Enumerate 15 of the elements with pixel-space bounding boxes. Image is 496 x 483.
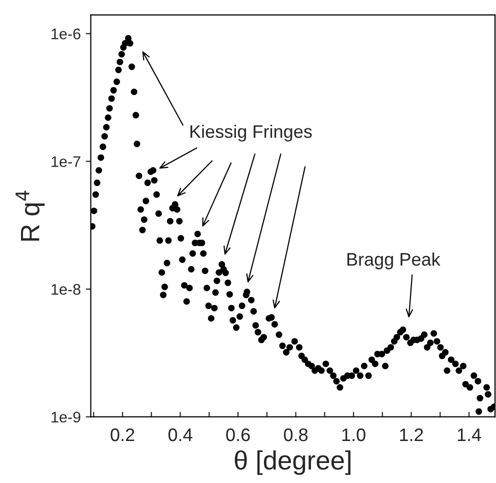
x-tick-label: 0.4 [168, 428, 192, 442]
annotation: Kiessig Fringes [190, 124, 312, 142]
y-axis-title: R q$^{4}$ [16, 190, 45, 241]
x-tick-label: 1.0 [342, 428, 366, 442]
x-tick-label: 1.2 [400, 428, 423, 442]
x-axis-title: θ [degree] [234, 450, 350, 475]
y-tick-label: 1e-7 [52, 156, 80, 168]
x-tick-label: 0.2 [110, 428, 134, 442]
annotation: Bragg Peak [347, 252, 440, 270]
y-tick-label: 1e-6 [52, 28, 80, 40]
y-tick-label: 1e-9 [52, 412, 80, 423]
x-tick-label: 0.6 [226, 428, 250, 442]
x-tick-label: 0.8 [284, 428, 308, 442]
x-tick-label: 1.4 [458, 428, 482, 442]
y-tick-label: 1e-8 [52, 284, 80, 295]
